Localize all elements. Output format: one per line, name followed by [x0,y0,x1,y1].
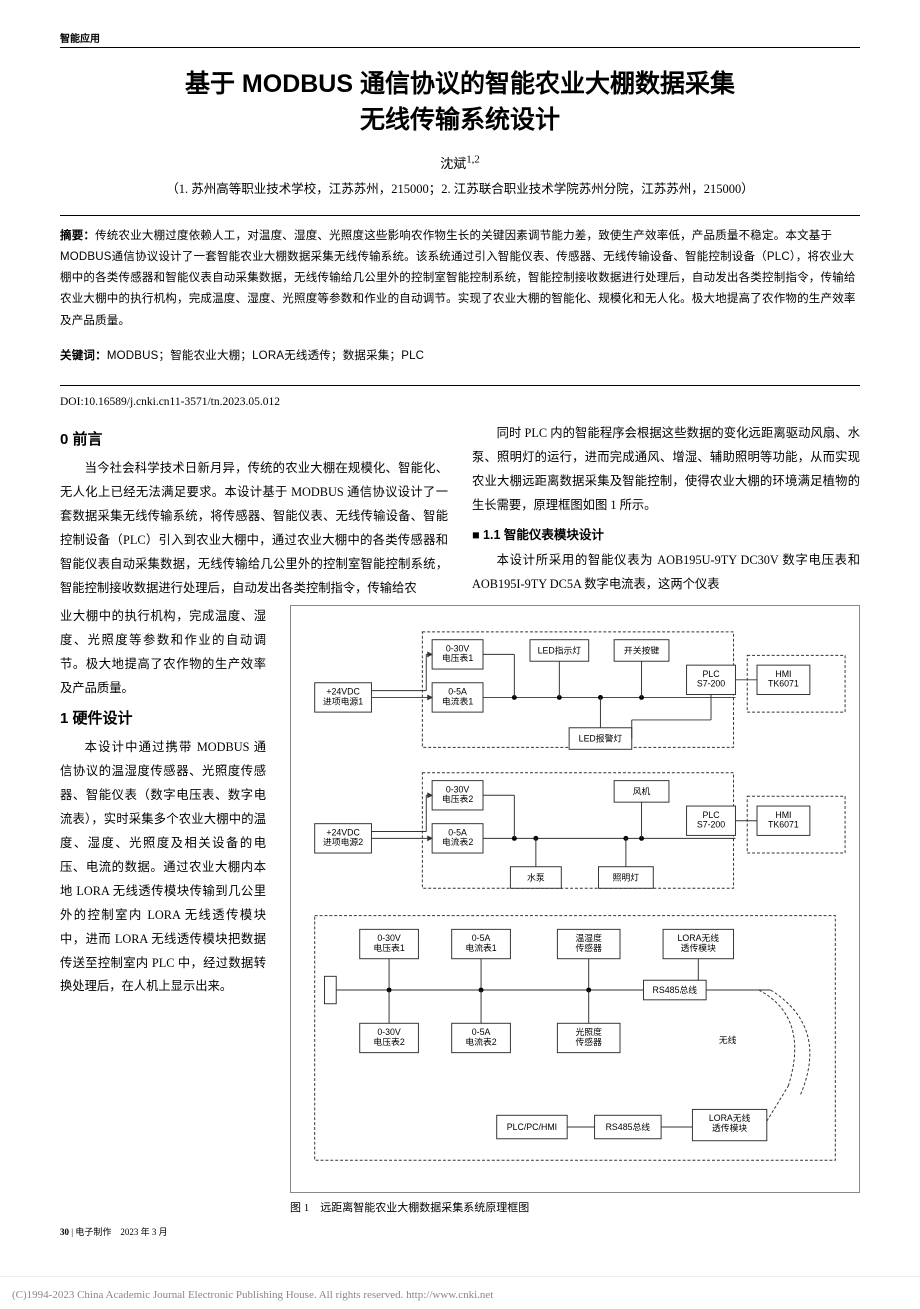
author-sup: 1,2 [466,153,480,165]
d-fan: 风机 [633,785,651,796]
d-pump: 水泵 [527,871,545,882]
d-light: 照明灯 [613,872,640,882]
left-column-top: 0 前言 当今社会科学技术日新月异，传统的农业大棚在规模化、智能化、无人化上已经… [60,422,448,601]
d-lux: 光照度传感器 [575,1026,602,1047]
left-narrow-column: 业大棚中的执行机构，完成温度、湿度、光照度等参数和作业的自动调节。极大地提高了农… [60,605,266,1215]
section-1-para-1: 本设计中通过携带 MODBUS 通信协议的温湿度传感器、光照度传感器、智能仪表（… [60,736,266,1000]
section-1-title: 1 硬件设计 [60,707,266,728]
d-warn: LED报警灯 [579,732,623,743]
author-name: 沈斌 [440,156,466,171]
d-wireless: 无线 [719,1034,737,1045]
abstract-label: 摘要： [60,230,95,242]
author-line: 沈斌1,2 [60,153,860,172]
title-line-2: 无线传输系统设计 [360,106,560,134]
doi-line: DOI:10.16589/j.cnki.cn11-3571/tn.2023.05… [60,396,860,408]
abstract-text: 传统农业大棚过度依赖人工，对温度、湿度、光照度这些影响农作物生长的关键因素调节能… [60,230,856,327]
section-1-1-title: 1.1 智能仪表模块设计 [472,524,860,543]
d-key: 开关按键 [624,644,659,655]
copyright-footer: (C)1994-2023 China Academic Journal Elec… [0,1276,920,1309]
d-ps2: +24VDC进项电源2 [323,827,363,847]
d-v2: 0-30V电压表2 [442,784,473,804]
d-lora2: LORA无线透传模块 [709,1112,751,1133]
affiliation: （1. 苏州高等职业技术学校，江苏苏州，215000；2. 江苏联合职业技术学院… [60,178,860,197]
section-1-1-para-1: 本设计所采用的智能仪表为 AOB195U-9TY DC30V 数字电压表和 AO… [472,549,860,597]
abstract-block: 摘要：传统农业大棚过度依赖人工，对温度、湿度、光照度这些影响农作物生长的关键因素… [60,215,860,387]
d-th: 温湿度传感器 [575,932,602,953]
keywords-line: 关键词：MODBUS；智能农业大棚；LORA无线透传；数据采集；PLC [60,346,860,367]
d-v1b: 0-30V电压表1 [373,933,404,953]
d-v2b: 0-30V电压表2 [373,1027,404,1047]
page-footer: 30 | 电子制作 2023 年 3 月 [60,1225,860,1238]
d-lora1: LORA无线透传模块 [678,932,720,953]
title-line-1: 基于 MODBUS 通信协议的智能农业大棚数据采集 [185,70,735,98]
section-header: 智能应用 [60,30,860,48]
section-0-title: 0 前言 [60,428,448,449]
d-plcpc: PLC/PC/HMI [507,1122,557,1132]
d-bus1: RS485总线 [653,984,698,995]
figure-1-container: +24VDC进项电源1 0-30V电压表1 0-5A电流表1 LED指示灯 开关… [290,605,860,1215]
figure-1-caption: 图 1 远距离智能农业大棚数据采集系统原理框图 [290,1199,860,1215]
article-title: 基于 MODBUS 通信协议的智能农业大棚数据采集 无线传输系统设计 [60,66,860,139]
keywords-text: MODBUS；智能农业大棚；LORA无线透传；数据采集；PLC [107,350,424,362]
right-column-top: 同时 PLC 内的智能程序会根据这些数据的变化远距离驱动风扇、水泵、照明灯的运行… [472,422,860,601]
d-v1: 0-30V电压表1 [442,643,473,663]
section-0-para-1: 当今社会科学技术日新月异，传统的农业大棚在规模化、智能化、无人化上已经无法满足要… [60,457,448,601]
figure-1-diagram: +24VDC进项电源1 0-30V电压表1 0-5A电流表1 LED指示灯 开关… [290,605,860,1193]
d-bus2: RS485总线 [606,1121,651,1132]
keywords-label: 关键词： [60,350,107,362]
diagram-svg: +24VDC进项电源1 0-30V电压表1 0-5A电流表1 LED指示灯 开关… [301,620,849,1180]
right-para-1: 同时 PLC 内的智能程序会根据这些数据的变化远距离驱动风扇、水泵、照明灯的运行… [472,422,860,518]
d-ps1: +24VDC进项电源1 [323,686,363,706]
d-led1: LED指示灯 [538,644,582,655]
page-number: 30 [60,1227,69,1237]
section-0-para-2: 业大棚中的执行机构，完成温度、湿度、光照度等参数和作业的自动调节。极大地提高了农… [60,605,266,701]
page-source: 电子制作 2023 年 3 月 [75,1227,167,1237]
